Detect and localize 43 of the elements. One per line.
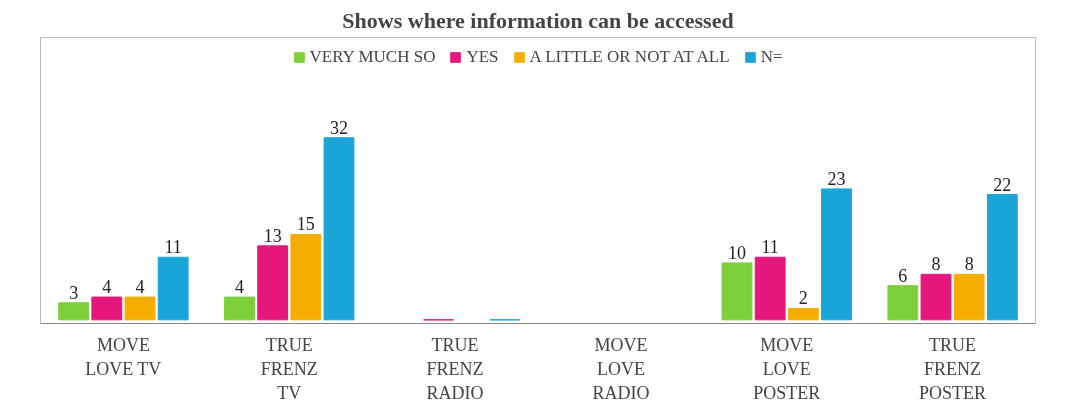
x-tick-label: TRUE FRENZ TV [260, 334, 318, 403]
data-label: 8 [931, 254, 941, 275]
chart-title: Shows where information can be accessed [342, 7, 734, 33]
data-label: 4 [235, 277, 244, 298]
data-label: 4 [102, 277, 112, 298]
bar [290, 233, 322, 321]
data-label: 13 [263, 225, 282, 246]
x-tick-label: MOVE LOVE TV [85, 334, 162, 379]
bar [224, 296, 255, 321]
x-tick-label: TRUE FRENZ RADIO [426, 334, 484, 403]
bar [787, 307, 819, 321]
bar [124, 296, 156, 321]
legend-label: VERY MUCH SO [309, 47, 436, 67]
x-tick-label: MOVE LOVE RADIO [592, 334, 650, 403]
data-label: 22 [993, 174, 1012, 195]
data-label: 32 [330, 117, 348, 138]
data-label: 3 [69, 282, 79, 303]
bar [91, 296, 123, 321]
data-label: 8 [964, 254, 974, 275]
data-label: 2 [798, 288, 808, 309]
bar [721, 262, 753, 321]
x-tick-label: MOVE LOVE POSTER [753, 334, 821, 403]
data-label: 15 [296, 214, 315, 235]
bar [953, 273, 985, 321]
bar [920, 273, 952, 321]
bar [821, 188, 852, 321]
bar [323, 137, 355, 321]
data-label: 11 [164, 237, 182, 258]
x-tick-label: TRUE FRENZ POSTER [919, 334, 987, 403]
legend-label: N= [760, 47, 783, 67]
legend-label: YES [466, 47, 499, 67]
data-label: 23 [827, 168, 846, 189]
bar [58, 302, 90, 321]
bar [257, 245, 289, 321]
data-label: 4 [135, 277, 145, 298]
bar [157, 256, 189, 321]
data-label: 10 [728, 242, 746, 263]
data-label: 11 [761, 237, 779, 258]
bar [986, 194, 1018, 321]
bar [754, 256, 786, 321]
legend-label: A LITTLE OR NOT AT ALL [529, 47, 730, 67]
data-label: 6 [898, 265, 908, 286]
bar [887, 285, 919, 321]
